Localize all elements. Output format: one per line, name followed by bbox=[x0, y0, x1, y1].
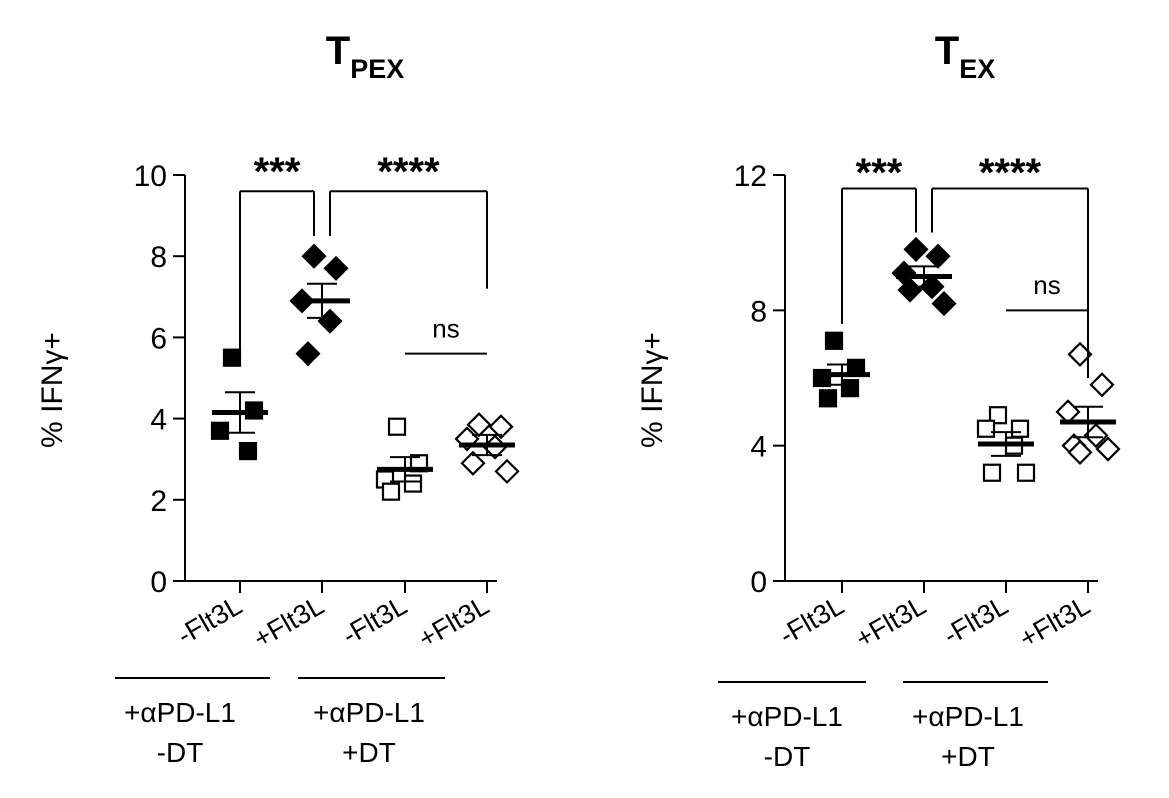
data-point bbox=[488, 414, 514, 440]
x-tick-label: -Flt3L bbox=[774, 590, 849, 650]
x-tick-label: -Flt3L bbox=[172, 590, 247, 650]
data-point bbox=[238, 441, 258, 461]
data-point bbox=[1067, 439, 1093, 465]
chart-title-subscript: EX bbox=[959, 54, 995, 84]
data-point bbox=[976, 419, 996, 438]
data-point bbox=[1010, 419, 1030, 438]
group-label-line1: +αPD-L1 bbox=[731, 701, 843, 732]
x-tick-label: -Flt3L bbox=[938, 590, 1013, 650]
data-point bbox=[403, 474, 423, 493]
data-point bbox=[210, 421, 230, 440]
significance-label: **** bbox=[979, 151, 1042, 195]
chart-title: TPEX bbox=[326, 29, 404, 84]
group-label-line1: +αPD-L1 bbox=[912, 701, 1024, 732]
y-axis-label: % IFNγ+ bbox=[636, 332, 669, 448]
data-point bbox=[1089, 372, 1115, 398]
data-point bbox=[840, 379, 860, 398]
y-axis-label: % IFNγ+ bbox=[36, 332, 69, 448]
group-label-line1: +αPD-L1 bbox=[124, 697, 236, 728]
y-tick-label: 10 bbox=[134, 160, 167, 193]
y-tick-label: 4 bbox=[150, 404, 167, 437]
y-tick-label: 12 bbox=[734, 160, 767, 193]
significance-label: **** bbox=[377, 150, 440, 194]
y-tick-label: 0 bbox=[750, 566, 767, 599]
data-point bbox=[1016, 463, 1036, 482]
data-point bbox=[295, 341, 321, 367]
data-point bbox=[982, 463, 1002, 482]
data-point bbox=[387, 417, 407, 436]
data-point bbox=[931, 291, 957, 317]
x-tick-label: +Flt3L bbox=[850, 590, 931, 654]
significance-label: *** bbox=[254, 150, 301, 194]
data-point bbox=[494, 458, 520, 484]
y-tick-label: 6 bbox=[150, 322, 167, 355]
data-point bbox=[460, 450, 486, 476]
y-tick-label: 0 bbox=[150, 566, 167, 599]
x-tick-label: +Flt3L bbox=[248, 590, 329, 654]
data-point bbox=[824, 331, 844, 350]
y-tick-label: 4 bbox=[750, 431, 767, 464]
x-tick-label: +Flt3L bbox=[1014, 590, 1095, 654]
group-label-line2: -DT bbox=[157, 737, 204, 768]
group-label-line2: +DT bbox=[342, 737, 396, 768]
data-point bbox=[222, 348, 242, 367]
data-point bbox=[301, 243, 327, 269]
data-point bbox=[925, 243, 951, 269]
chart-title-main: T bbox=[935, 29, 959, 73]
data-point bbox=[323, 255, 349, 281]
x-tick-label: -Flt3L bbox=[337, 590, 412, 650]
group-label-line2: -DT bbox=[764, 741, 811, 772]
significance-label: ns bbox=[1033, 270, 1060, 300]
data-point bbox=[818, 389, 838, 408]
y-tick-label: 8 bbox=[750, 295, 767, 328]
y-tick-label: 8 bbox=[150, 241, 167, 274]
chart-title-main: T bbox=[326, 29, 350, 73]
x-tick-label: +Flt3L bbox=[413, 590, 494, 654]
chart-title-subscript: PEX bbox=[350, 54, 404, 84]
data-point bbox=[988, 406, 1008, 425]
significance-label: *** bbox=[856, 151, 903, 195]
group-label-line1: +αPD-L1 bbox=[313, 697, 425, 728]
data-point bbox=[1095, 436, 1121, 462]
chart-title: TEX bbox=[935, 29, 995, 84]
y-tick-label: 2 bbox=[150, 485, 167, 518]
data-point bbox=[381, 482, 401, 501]
data-point bbox=[903, 236, 929, 262]
group-label-line2: +DT bbox=[941, 741, 995, 772]
significance-label: ns bbox=[432, 313, 459, 343]
